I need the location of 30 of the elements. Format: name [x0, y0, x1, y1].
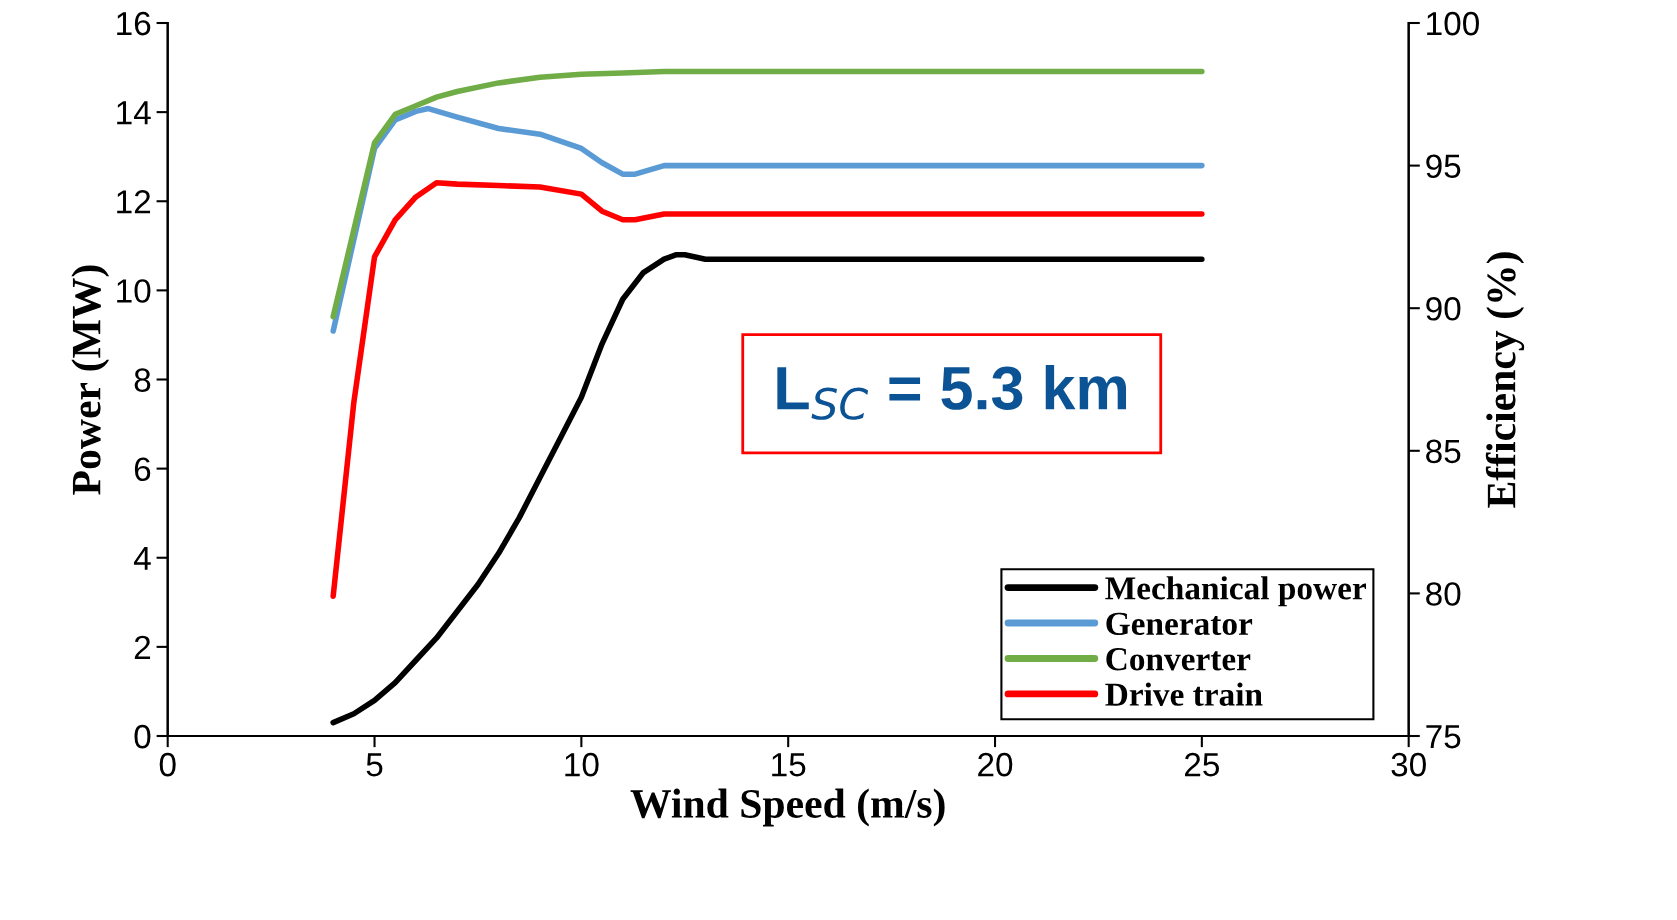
y2-axis-title: Efficiency (%)	[1485, 252, 1525, 508]
y2-tick-label: 100	[1427, 11, 1479, 36]
y-axis-title: Power (MW)	[71, 265, 110, 495]
legend-label: Converter	[1106, 648, 1251, 671]
x-tick-label: 30	[1391, 752, 1426, 777]
y-tick-label: 0	[134, 724, 151, 749]
x-tick-label: 20	[978, 752, 1013, 777]
y2-tick-label: 90	[1426, 297, 1461, 321]
y2-tick-label: 75	[1426, 725, 1461, 749]
legend-label: Mechanical power	[1105, 576, 1367, 607]
x-axis-title: Wind Speed (m/s)	[630, 788, 945, 827]
y-tick-label: 6	[134, 457, 151, 482]
legend-label: Generator	[1106, 612, 1253, 636]
x-tick-label: 25	[1184, 752, 1219, 777]
y2-tick-label: 80	[1426, 582, 1461, 606]
annotation: L$_{SC}$ = 5.3 km	[777, 364, 1127, 420]
x-tick-label: 0	[159, 752, 176, 777]
x-tick-label: 15	[772, 753, 806, 777]
y2-tick-label: 95	[1426, 154, 1461, 179]
legend-label: Drive train	[1105, 682, 1263, 706]
y-tick-label: 12	[117, 190, 151, 214]
y2-tick-label: 85	[1426, 439, 1461, 464]
y-tick-label: 4	[133, 546, 151, 570]
y-tick-label: 10	[117, 279, 151, 303]
y-tick-label: 8	[134, 368, 151, 392]
y-tick-label: 16	[117, 11, 151, 36]
x-tick-label: 10	[565, 752, 599, 777]
y-tick-label: 14	[117, 101, 151, 125]
x-tick-label: 5	[366, 753, 383, 777]
y-tick-label: 2	[134, 635, 151, 659]
